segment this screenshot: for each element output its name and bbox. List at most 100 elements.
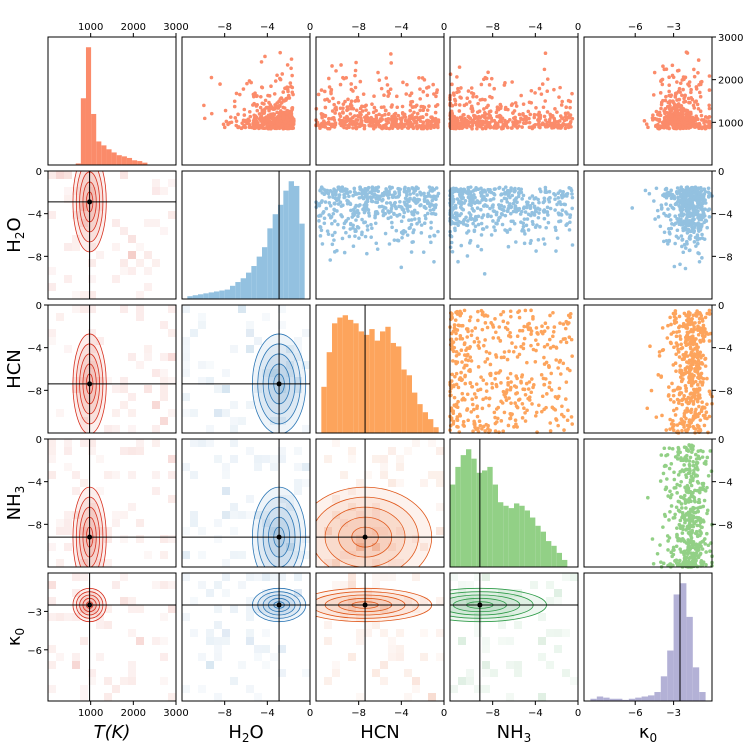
density-cell xyxy=(160,321,168,329)
scatter-point xyxy=(488,371,493,376)
scatter-point xyxy=(327,201,332,205)
density-cell xyxy=(198,321,206,329)
panels xyxy=(47,36,714,702)
scatter-point xyxy=(402,210,407,215)
scatter-point xyxy=(526,212,531,217)
scatter-point xyxy=(369,222,373,227)
hist-bar xyxy=(401,369,407,433)
scatter-point xyxy=(433,116,438,121)
scatter-point xyxy=(707,207,712,212)
scatter-point xyxy=(561,322,566,326)
scatter-point xyxy=(494,124,498,128)
scatter-point xyxy=(487,351,492,356)
scatter-point xyxy=(547,117,552,122)
scatter-point xyxy=(470,126,474,131)
scatter-point xyxy=(405,198,410,203)
density-cell xyxy=(254,337,262,345)
scatter-point xyxy=(664,67,669,72)
scatter-point xyxy=(690,97,695,102)
scatter-point xyxy=(692,240,697,244)
scatter-point xyxy=(547,189,552,194)
scatter-point xyxy=(468,344,472,349)
scatter-point xyxy=(686,525,691,529)
scatter-point xyxy=(666,226,671,231)
scatter-point xyxy=(396,113,401,118)
scatter-point xyxy=(377,78,382,82)
scatter-point xyxy=(362,124,367,128)
scatter-point xyxy=(686,467,691,472)
scatter-point xyxy=(328,215,333,220)
scatter-point xyxy=(407,117,412,121)
scatter-point xyxy=(372,192,377,197)
scatter-point xyxy=(391,193,396,198)
density-cell xyxy=(190,519,198,527)
hist-bar xyxy=(219,290,225,299)
scatter-point xyxy=(453,99,458,103)
scatter-point xyxy=(242,107,247,112)
scatter-point xyxy=(677,222,682,227)
scatter-point xyxy=(537,114,542,119)
scatter-point xyxy=(415,193,419,197)
scatter-point xyxy=(448,114,453,119)
scatter-point xyxy=(530,377,534,381)
scatter-point xyxy=(417,76,421,80)
scatter-point xyxy=(564,223,568,228)
scatter-point xyxy=(468,213,473,217)
scatter-point xyxy=(396,238,401,243)
density-cell xyxy=(294,463,302,471)
scatter-point xyxy=(508,227,512,232)
scatter-point xyxy=(642,119,647,123)
scatter-point xyxy=(392,238,397,242)
panel-NH3-kappa0 xyxy=(583,438,714,569)
scatter-point xyxy=(542,196,547,201)
scatter-point xyxy=(500,222,505,227)
scatter-point xyxy=(707,339,712,343)
scatter-point xyxy=(703,364,708,368)
scatter-point xyxy=(550,126,554,130)
scatter-point xyxy=(527,120,532,125)
scatter-point xyxy=(347,125,351,130)
scatter-point xyxy=(668,562,672,566)
scatter-point xyxy=(255,108,260,113)
scatter-point xyxy=(509,211,513,216)
panel-NH3-NH3 xyxy=(449,438,579,568)
scatter-point xyxy=(414,185,419,189)
scatter-point xyxy=(405,125,410,130)
scatter-point xyxy=(686,471,691,476)
scatter-point xyxy=(672,470,676,475)
scatter-point xyxy=(234,91,239,96)
scatter-point xyxy=(483,360,488,364)
scatter-point xyxy=(453,228,457,233)
panel-NH3-T xyxy=(47,438,177,568)
scatter-point xyxy=(691,459,695,464)
panel-frame xyxy=(315,170,445,300)
density-cell xyxy=(380,471,388,479)
scatter-point xyxy=(323,200,328,204)
density-cell xyxy=(214,409,222,417)
scatter-point xyxy=(509,401,513,405)
density-cell xyxy=(56,171,64,179)
scatter-point xyxy=(247,119,252,123)
scatter-point xyxy=(349,106,354,111)
scatter-point xyxy=(676,236,681,240)
scatter-point xyxy=(665,452,670,457)
scatter-point xyxy=(686,312,690,317)
scatter-point xyxy=(479,375,483,379)
hist-bar xyxy=(492,484,498,567)
density-cell xyxy=(56,171,64,179)
scatter-point xyxy=(322,221,327,226)
scatter-point xyxy=(461,419,466,424)
scatter-point xyxy=(650,537,655,541)
scatter-point xyxy=(496,416,500,421)
scatter-point xyxy=(531,211,536,216)
scatter-point xyxy=(707,103,712,108)
scatter-point xyxy=(478,190,483,195)
scatter-point xyxy=(666,100,671,105)
scatter-point xyxy=(568,312,573,316)
scatter-point xyxy=(685,227,690,232)
scatter-point xyxy=(323,113,328,118)
hist-bar xyxy=(471,458,477,567)
scatter-point xyxy=(699,525,704,530)
density-cell xyxy=(136,313,144,321)
scatter-point xyxy=(700,547,705,551)
